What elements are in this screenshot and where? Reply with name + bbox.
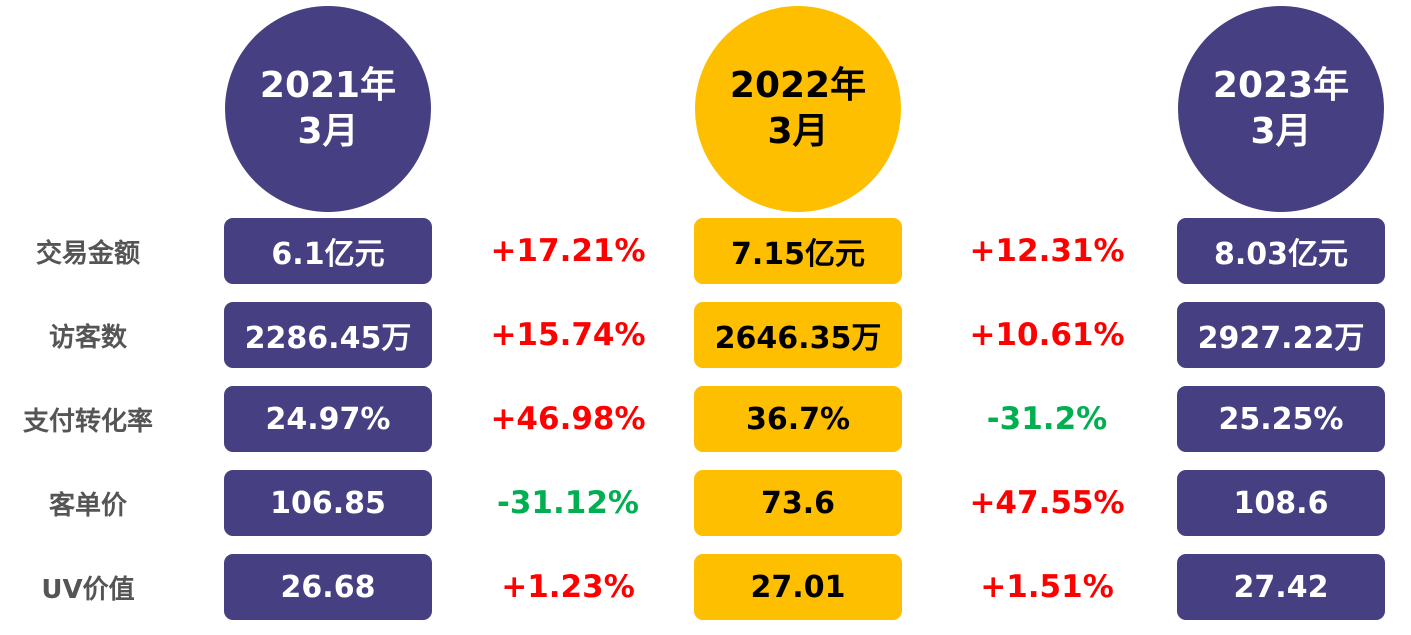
value-box: 24.97% — [224, 386, 432, 452]
change-rate: -31.2% — [986, 401, 1108, 437]
row-label: 访客数 — [48, 322, 127, 353]
row-label: UV价值 — [41, 574, 135, 605]
change-rate: +17.21% — [490, 233, 646, 269]
change-rate: +12.31% — [969, 233, 1125, 269]
change-rate: +47.55% — [969, 485, 1125, 521]
period-year: 2022年 — [729, 65, 867, 106]
period-month: 3月 — [767, 111, 829, 152]
value-box: 8.03亿元 — [1177, 218, 1385, 284]
value-box: 2646.35万 — [694, 302, 902, 368]
value-box: 26.68 — [224, 554, 432, 620]
row-label: 交易金额 — [35, 238, 140, 269]
change-rate: +1.23% — [501, 569, 635, 605]
period-month: 3月 — [297, 111, 359, 152]
value-box: 106.85 — [224, 470, 432, 536]
value-box: 6.1亿元 — [224, 218, 432, 284]
value-box: 27.42 — [1177, 554, 1385, 620]
period-circle: 2021年 3月 — [225, 6, 431, 212]
value-box: 7.15亿元 — [694, 218, 902, 284]
row-label: 支付转化率 — [22, 406, 153, 437]
period-year: 2021年 — [259, 65, 397, 106]
value-box: 73.6 — [694, 470, 902, 536]
value-box: 25.25% — [1177, 386, 1385, 452]
change-rate: +15.74% — [490, 317, 646, 353]
period-circle: 2023年 3月 — [1178, 6, 1384, 212]
change-rate: +46.98% — [490, 401, 646, 437]
period-month: 3月 — [1250, 111, 1312, 152]
value-box: 36.7% — [694, 386, 902, 452]
period-circle: 2022年 3月 — [695, 6, 901, 212]
value-box: 2927.22万 — [1177, 302, 1385, 368]
change-rate: +10.61% — [969, 317, 1125, 353]
value-box: 108.6 — [1177, 470, 1385, 536]
value-box: 2286.45万 — [224, 302, 432, 368]
change-rate: -31.12% — [497, 485, 639, 521]
change-rate: +1.51% — [980, 569, 1114, 605]
row-label: 客单价 — [48, 490, 127, 521]
period-year: 2023年 — [1212, 65, 1350, 106]
value-box: 27.01 — [694, 554, 902, 620]
